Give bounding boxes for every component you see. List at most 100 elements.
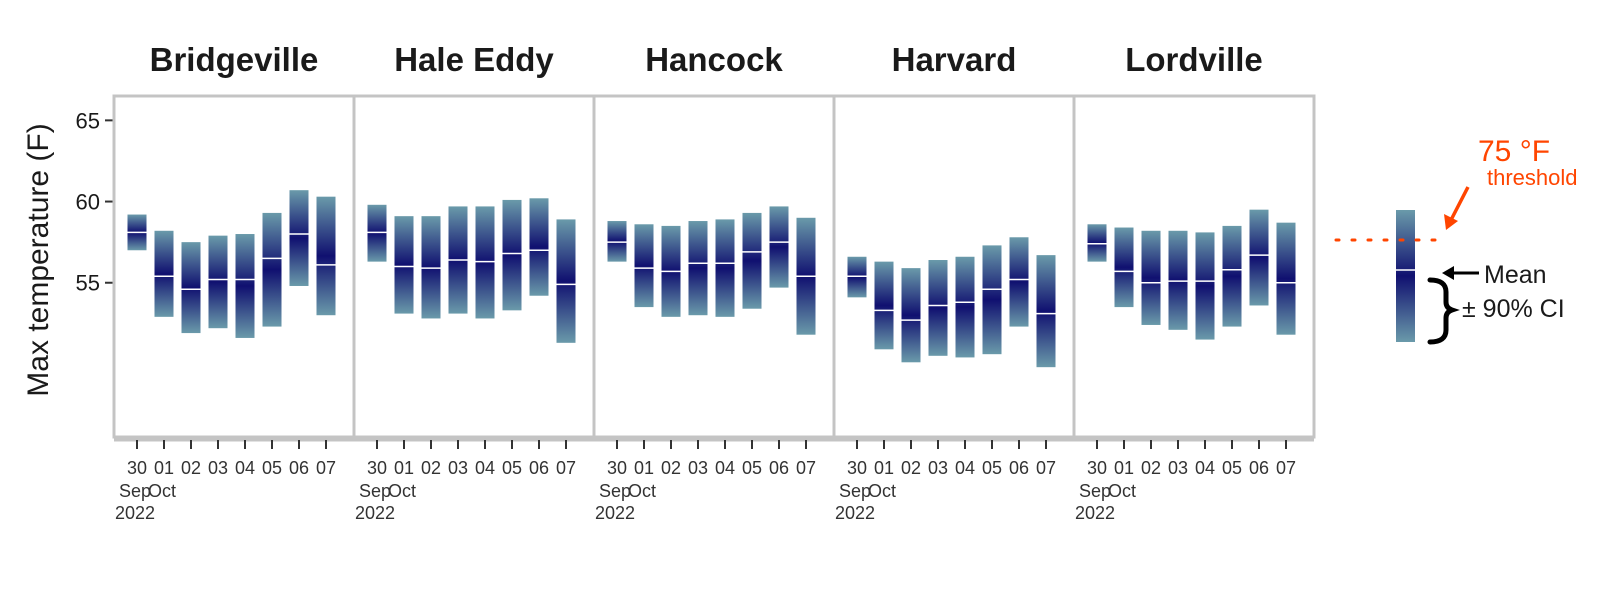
ci-bar: [874, 261, 894, 350]
x-tick-day: 30: [127, 458, 147, 478]
panel-frame: [1072, 94, 1316, 439]
facet-title: Bridgeville: [150, 41, 319, 78]
x-tick-day: 04: [1195, 458, 1215, 478]
x-tick-month: Sep: [1079, 481, 1111, 501]
legend-threshold-value: 75 °F: [1478, 135, 1550, 168]
ci-bar: [367, 204, 387, 262]
threshold-arrow-icon: [1444, 186, 1470, 230]
x-tick-month: Sep: [839, 481, 871, 501]
ci-bar: [1276, 222, 1296, 335]
ci-bar: [502, 199, 522, 311]
x-tick-day: 03: [208, 458, 228, 478]
x-tick-day: 05: [262, 458, 282, 478]
legend-mean-label: Mean: [1484, 261, 1547, 289]
ci-bar: [769, 206, 789, 288]
x-tick-year: 2022: [115, 503, 155, 523]
x-tick-day: 30: [1087, 458, 1107, 478]
x-tick-day: 05: [1222, 458, 1242, 478]
x-tick-day: 01: [874, 458, 894, 478]
ci-bar: [742, 212, 762, 309]
facet-title: Lordville: [1125, 41, 1263, 78]
ci-bar: [634, 224, 654, 308]
x-tick-day: 07: [316, 458, 336, 478]
x-tick-day: 04: [235, 458, 255, 478]
ci-bar: [208, 235, 228, 329]
x-tick-day: 03: [688, 458, 708, 478]
x-tick-day: 01: [634, 458, 654, 478]
x-tick-day: 01: [394, 458, 414, 478]
x-tick-day: 02: [421, 458, 441, 478]
x-tick-day: 07: [1036, 458, 1056, 478]
x-tick-day: 03: [928, 458, 948, 478]
x-tick-month: Sep: [599, 481, 631, 501]
x-tick-month: Sep: [119, 481, 151, 501]
ci-bar: [262, 212, 282, 327]
x-tick-day: 06: [1009, 458, 1029, 478]
x-tick-day: 02: [181, 458, 201, 478]
x-tick-day: 06: [529, 458, 549, 478]
x-tick-day: 04: [955, 458, 975, 478]
ci-bar: [1036, 255, 1056, 368]
x-tick-day: 30: [847, 458, 867, 478]
ci-bar: [181, 242, 201, 334]
ci-bar: [1222, 225, 1242, 327]
x-tick-day: 02: [1141, 458, 1161, 478]
ci-bar: [235, 234, 255, 338]
x-tick-day: 06: [289, 458, 309, 478]
x-tick-day: 07: [796, 458, 816, 478]
ci-bar: [901, 268, 921, 363]
legend: 75 °F threshold Mean ± 90% CI: [1334, 135, 1578, 345]
x-tick-month: Oct: [868, 481, 896, 501]
x-tick-day: 07: [556, 458, 576, 478]
ci-bar: [1168, 230, 1188, 330]
legend-interval-ribbon: [1396, 210, 1415, 342]
x-tick-day: 07: [1276, 458, 1296, 478]
x-tick-month: Oct: [628, 481, 656, 501]
ci-bar: [421, 216, 441, 319]
ci-bar: [688, 221, 708, 316]
x-tick-month: Oct: [1108, 481, 1136, 501]
mean-arrow-icon: [1442, 266, 1479, 280]
y-tick-label: 65: [76, 108, 100, 133]
ci-bar: [154, 230, 174, 317]
ci-bar: [982, 245, 1002, 355]
x-tick-year: 2022: [1075, 503, 1115, 523]
ci-bar: [1009, 237, 1029, 327]
x-tick-day: 01: [154, 458, 174, 478]
x-tick-day: 03: [1168, 458, 1188, 478]
x-tick-day: 04: [475, 458, 495, 478]
x-tick-day: 06: [769, 458, 789, 478]
x-tick-month: Sep: [359, 481, 391, 501]
x-tick-day: 03: [448, 458, 468, 478]
x-tick-day: 02: [901, 458, 921, 478]
ci-bar: [715, 219, 735, 317]
ci-bar: [556, 219, 576, 343]
facet-title: Hancock: [645, 41, 783, 78]
ci-bar: [316, 196, 336, 316]
y-tick-label: 60: [76, 190, 100, 215]
ci-bar: [1195, 232, 1215, 340]
ci-bar: [607, 221, 627, 262]
ci-bar: [955, 256, 975, 358]
ci-brace-icon: [1427, 277, 1460, 345]
x-tick-day: 02: [661, 458, 681, 478]
legend-threshold-word: threshold: [1487, 165, 1578, 190]
x-tick-day: 30: [607, 458, 627, 478]
y-axis-title: Max temperature (F): [22, 123, 55, 396]
y-tick-label: 55: [76, 271, 100, 296]
x-tick-day: 01: [1114, 458, 1134, 478]
ci-bar: [394, 216, 414, 314]
ci-bar: [289, 190, 309, 286]
x-tick-year: 2022: [595, 503, 635, 523]
ci-bar: [475, 206, 495, 319]
legend-ci-label: ± 90% CI: [1462, 295, 1565, 323]
x-tick-day: 06: [1249, 458, 1269, 478]
ci-bar: [1087, 224, 1107, 262]
ci-bar: [928, 260, 948, 356]
ci-bar: [847, 256, 867, 298]
y-axis: 55 60 65: [76, 108, 114, 296]
